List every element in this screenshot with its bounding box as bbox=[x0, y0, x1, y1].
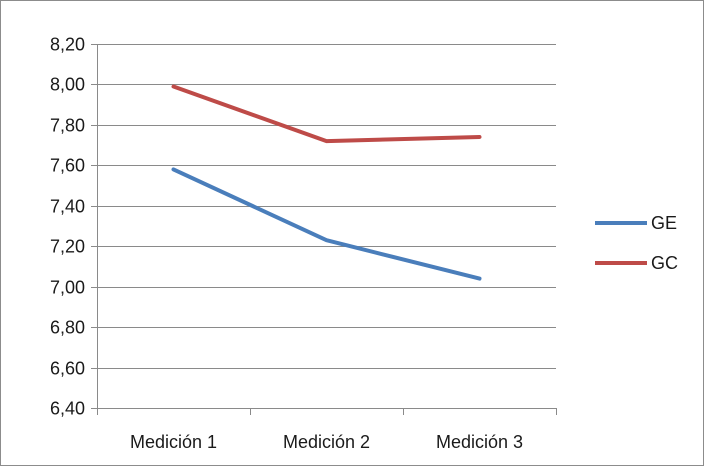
y-tick-label: 6,60 bbox=[50, 359, 85, 379]
series-lines bbox=[174, 87, 480, 279]
y-tick-label: 7,80 bbox=[50, 116, 85, 136]
legend: GE GC bbox=[595, 213, 678, 273]
x-tick-labels: Medición 1 Medición 2 Medición 3 bbox=[130, 432, 523, 452]
x-tick-label: Medición 1 bbox=[130, 432, 217, 452]
y-tick-label: 8,20 bbox=[50, 35, 85, 55]
y-tick-label: 7,00 bbox=[50, 278, 85, 298]
axes bbox=[91, 44, 557, 415]
y-tick-label: 7,40 bbox=[50, 197, 85, 217]
y-tick-label: 6,40 bbox=[50, 399, 85, 419]
y-tick-label: 7,60 bbox=[50, 156, 85, 176]
y-tick-label: 6,80 bbox=[50, 318, 85, 338]
y-tick-labels: 8,20 8,00 7,80 7,60 7,40 7,20 7,00 6,80 6,60 6,40 bbox=[50, 35, 85, 419]
legend-label-gc: GC bbox=[651, 253, 678, 273]
series-line-ge bbox=[174, 169, 480, 278]
y-tick-label: 7,20 bbox=[50, 237, 85, 257]
x-tick-label: Medición 2 bbox=[283, 432, 370, 452]
y-tick-label: 8,00 bbox=[50, 75, 85, 95]
gridlines bbox=[97, 45, 556, 369]
series-line-gc bbox=[174, 87, 480, 142]
legend-label-ge: GE bbox=[651, 213, 677, 233]
x-tick-label: Medición 3 bbox=[436, 432, 523, 452]
